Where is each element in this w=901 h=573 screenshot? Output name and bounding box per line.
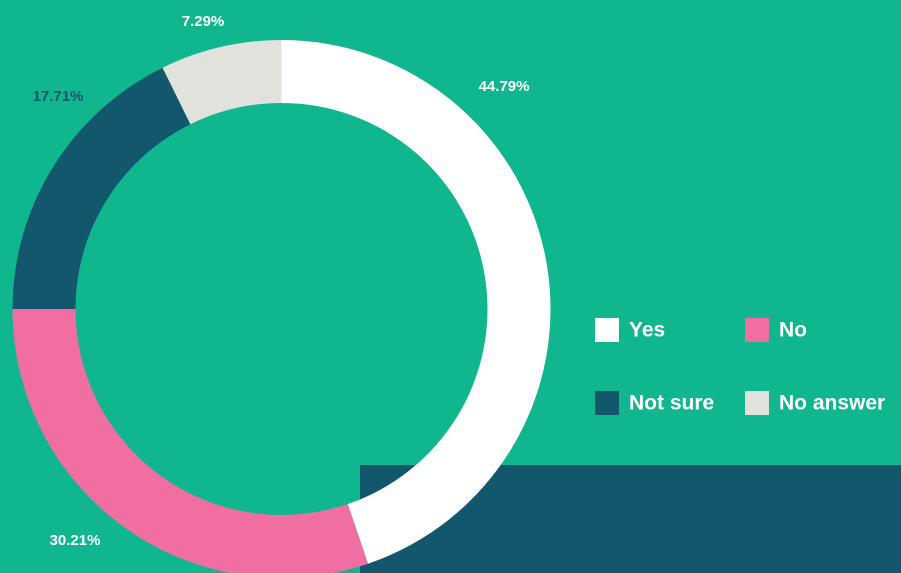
legend-swatch [745,318,769,342]
donut-segment [162,40,282,125]
data-label: 44.79% [479,78,530,95]
data-label: 17.71% [33,88,84,105]
legend-swatch [595,318,619,342]
legend-label: Not sure [629,392,714,415]
donut-segment [12,67,191,309]
donut-segment [281,40,551,564]
donut-segment [12,309,368,573]
legend-label: No [779,319,807,342]
legend-swatch [595,391,619,415]
data-label: 7.29% [182,13,225,30]
legend-swatch [745,391,769,415]
legend-label: Yes [629,319,665,342]
data-label: 30.21% [50,532,101,549]
legend-label: No answer [779,392,885,415]
